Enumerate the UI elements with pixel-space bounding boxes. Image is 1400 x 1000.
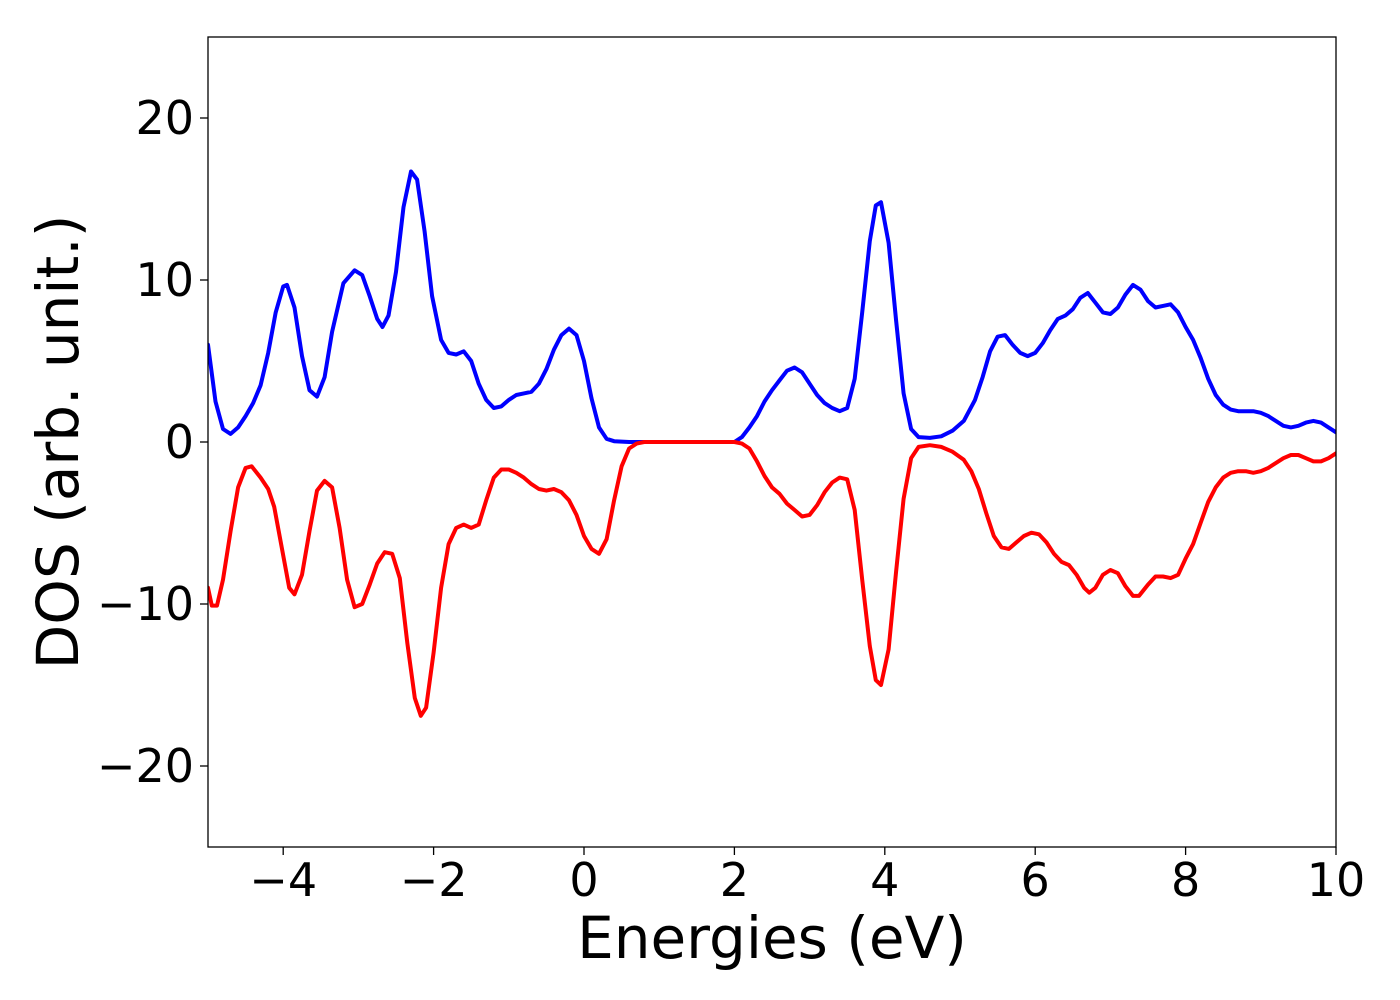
x-axis-label: Energies (eV) [577, 904, 967, 972]
series-line-2 [208, 440, 1336, 718]
x-tick-label: 4 [870, 853, 899, 907]
series-layer [208, 169, 1336, 718]
y-tick-label: −10 [97, 577, 194, 631]
x-tick-label: 10 [1307, 853, 1366, 907]
plot-frame [207, 36, 1337, 848]
y-tick-label: 10 [135, 253, 194, 307]
x-tick-label: 8 [1171, 853, 1200, 907]
y-tick-label: 0 [165, 415, 194, 469]
y-axis-label: DOS (arb. unit.) [24, 215, 92, 670]
x-tick-label: 6 [1021, 853, 1050, 907]
x-tick-label: 0 [569, 853, 598, 907]
x-tick-label: −2 [400, 853, 468, 907]
x-axis-ticks: −4 −2 0 2 4 6 8 10 [249, 847, 1365, 907]
y-axis-ticks: −20 −10 0 10 20 [97, 91, 208, 793]
y-tick-label: 20 [135, 91, 194, 145]
y-tick-label: −20 [97, 739, 194, 793]
series-line-1 [208, 169, 1336, 444]
x-tick-label: −4 [249, 853, 317, 907]
x-tick-label: 2 [720, 853, 749, 907]
